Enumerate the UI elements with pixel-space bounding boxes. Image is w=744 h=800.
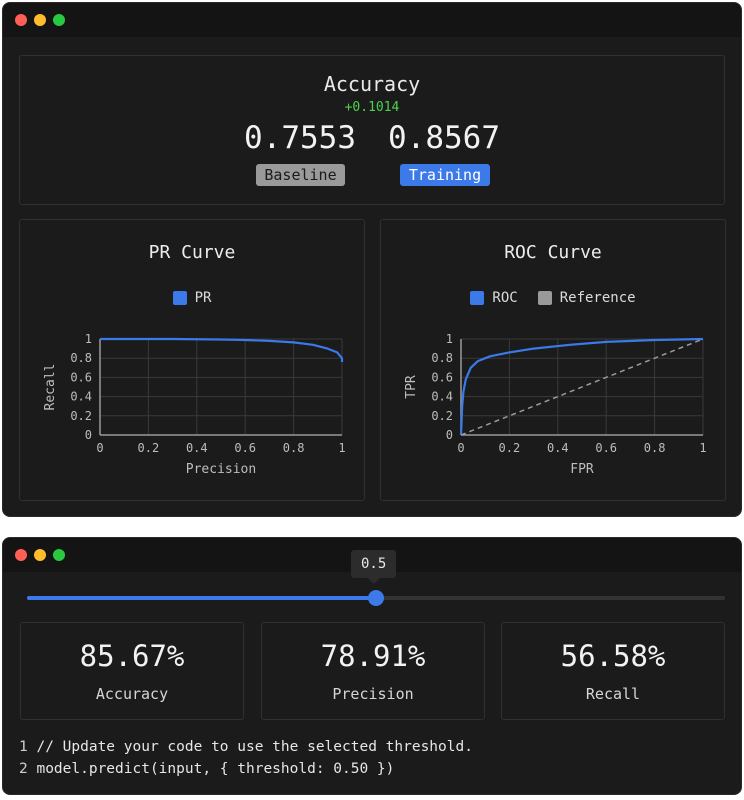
x-tick-label: 0.8 (283, 441, 305, 455)
y-tick-label: 0 (446, 428, 453, 442)
legend-label: Reference (559, 290, 636, 306)
x-axis-label: Precision (186, 462, 256, 477)
accuracy-panel: Accuracy +0.1014 0.7553 0.8567 Baseline … (19, 55, 725, 205)
y-tick-label: 1 (85, 332, 92, 346)
x-tick-label: 0.4 (547, 441, 569, 455)
y-axis-label: TPR (404, 375, 419, 399)
code-snippet: 1 // Update your code to use the selecte… (19, 736, 473, 780)
training-tag: Training (400, 164, 490, 186)
metric-label: Accuracy (95, 685, 169, 703)
y-tick-label: 0.2 (431, 409, 453, 423)
chart-legend: ROC Reference (381, 290, 725, 306)
recall-metric-card: 56.58% Recall (501, 622, 725, 720)
metric-value: 56.58% (560, 639, 666, 673)
minimize-window-button[interactable] (34, 549, 46, 561)
roc-curve-plot: 0 0.2 0.4 0.6 0.8 1 0 0.2 0.4 0.6 0.8 1 FPR TPR (404, 332, 707, 477)
precision-metric-card: 78.91% Precision (261, 622, 485, 720)
x-tick-label: 1 (699, 441, 706, 455)
threshold-window: 0.5 85.67% Accuracy 78.91% Precision 56.… (2, 537, 742, 795)
training-accuracy-value: 0.8567 (388, 120, 500, 156)
y-tick-label: 0.6 (70, 370, 92, 384)
accuracy-title: Accuracy (323, 72, 421, 96)
metric-label: Precision (332, 685, 414, 703)
maximize-window-button[interactable] (53, 14, 65, 26)
series-line-roc (459, 337, 704, 436)
legend-swatch (537, 291, 552, 305)
metric-label: Recall (585, 685, 641, 703)
chart-legend: PR (20, 290, 364, 306)
legend-swatch (172, 291, 187, 305)
code-line: 1 // Update your code to use the selecte… (19, 736, 473, 758)
legend-item-reference[interactable]: Reference (537, 290, 636, 306)
baseline-tag: Baseline (256, 164, 345, 186)
metrics-window: Accuracy +0.1014 0.7553 0.8567 Baseline … (2, 2, 742, 517)
y-axis-label: Recall (43, 364, 58, 411)
roc-curve-panel: ROC Curve ROC Reference 0 0.2 0.4 0.6 0.8 1 0 0… (380, 219, 726, 501)
y-tick-label: 0.8 (70, 351, 92, 365)
line-number: 2 (19, 761, 28, 777)
y-tick-label: 0 (85, 428, 92, 442)
maximize-window-button[interactable] (53, 549, 65, 561)
x-tick-label: 0.2 (138, 441, 160, 455)
threshold-value-tooltip: 0.5 (351, 550, 397, 578)
chart-title: PR Curve (148, 242, 236, 263)
minimize-window-button[interactable] (34, 14, 46, 26)
x-tick-label: 0.8 (644, 441, 666, 455)
x-axis-label: FPR (570, 462, 594, 477)
series-line-pr (100, 337, 344, 362)
close-window-button[interactable] (15, 549, 27, 561)
x-tick-label: 0.6 (595, 441, 617, 455)
threshold-slider[interactable] (27, 590, 725, 606)
y-tick-label: 0.2 (70, 409, 92, 423)
legend-item-pr[interactable]: PR (172, 290, 212, 306)
y-tick-label: 0.8 (431, 351, 453, 365)
y-tick-label: 0.4 (70, 390, 92, 404)
accuracy-metric-card: 85.67% Accuracy (20, 622, 244, 720)
close-window-button[interactable] (15, 14, 27, 26)
slider-thumb[interactable] (368, 590, 384, 606)
title-bar (3, 3, 741, 37)
legend-label: ROC (492, 290, 518, 306)
x-tick-label: 0 (96, 441, 103, 455)
tooltip-arrow (368, 578, 380, 584)
y-tick-label: 0.6 (431, 370, 453, 384)
pr-curve-plot: 0 0.2 0.4 0.6 0.8 1 0 0.2 0.4 0.6 0.8 1 Precision Rec… (43, 332, 346, 477)
series-line-reference (460, 338, 704, 436)
code-line: 2 model.predict(input, { threshold: 0.50… (19, 758, 473, 780)
x-tick-label: 0 (457, 441, 464, 455)
legend-item-roc[interactable]: ROC (470, 290, 518, 306)
x-tick-label: 0.4 (186, 441, 208, 455)
slider-fill (27, 596, 376, 600)
chart-title: ROC Curve (504, 242, 602, 263)
accuracy-delta: +0.1014 (344, 100, 400, 115)
metric-value: 85.67% (79, 639, 185, 673)
legend-label: PR (194, 290, 212, 306)
code-text: // Update your code to use the selected … (36, 739, 473, 755)
pr-curve-panel: PR Curve PR 0 0.2 0.4 0.6 0.8 1 0 0.2 0.4 0.6 0.8 1… (19, 219, 365, 501)
y-tick-label: 1 (446, 332, 453, 346)
y-tick-label: 0.4 (431, 390, 453, 404)
line-number: 1 (19, 739, 28, 755)
legend-swatch (470, 291, 485, 305)
x-tick-label: 0.2 (499, 441, 521, 455)
x-tick-label: 0.6 (234, 441, 256, 455)
metric-value: 78.91% (320, 639, 426, 673)
baseline-accuracy-value: 0.7553 (244, 120, 356, 156)
x-tick-label: 1 (338, 441, 345, 455)
code-text: model.predict(input, { threshold: 0.50 }… (36, 761, 395, 777)
